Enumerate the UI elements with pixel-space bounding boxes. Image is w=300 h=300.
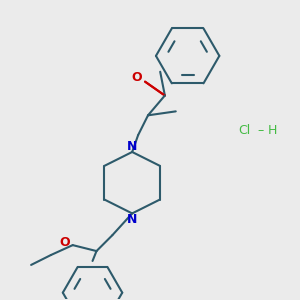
Text: N: N — [127, 213, 137, 226]
Text: N: N — [127, 140, 137, 152]
Text: O: O — [59, 236, 70, 249]
Text: O: O — [132, 71, 142, 84]
Text: –: – — [258, 124, 264, 137]
Text: Cl: Cl — [238, 124, 250, 137]
Text: H: H — [268, 124, 278, 137]
